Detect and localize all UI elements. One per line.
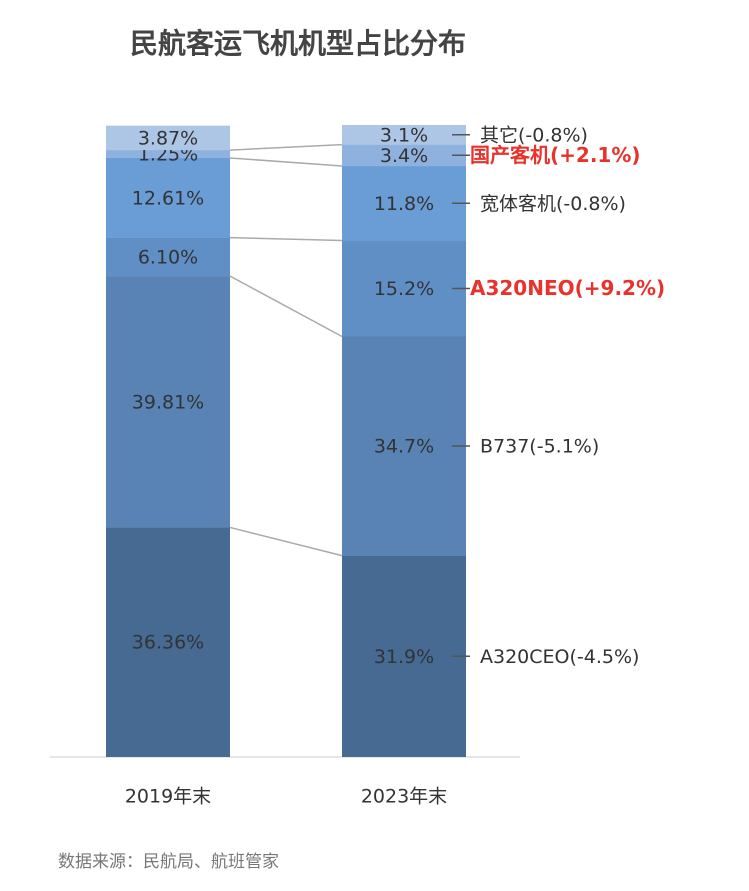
bar-segment — [342, 240, 466, 337]
legend-label: 其它(-0.8%) — [480, 124, 588, 146]
legend-label: 国产客机(+2.1%) — [470, 143, 641, 167]
bar-segment — [106, 125, 230, 151]
bar-segment — [342, 555, 466, 757]
legend-label: 宽体客机(-0.8%) — [480, 193, 626, 215]
chart-title: 民航客运飞机机型占比分布 — [130, 27, 466, 60]
bar-segment — [342, 166, 466, 241]
connector — [229, 236, 343, 242]
data-label: 6.10% — [138, 246, 198, 268]
data-label: 12.61% — [132, 187, 204, 209]
bar-segment — [342, 125, 466, 145]
connector — [229, 143, 343, 151]
data-label: 3.1% — [380, 124, 428, 146]
x-tick-label: 2019年末 — [125, 786, 211, 808]
connector — [229, 157, 343, 167]
data-label: 36.36% — [132, 632, 204, 654]
data-label: 11.8% — [374, 193, 434, 215]
bar-segment — [106, 157, 230, 238]
legend-label: B737(-5.1%) — [480, 436, 599, 458]
data-label: 3.4% — [380, 145, 428, 167]
bar-segment — [106, 527, 230, 757]
bar-segment — [106, 276, 230, 528]
bar-segment — [106, 150, 230, 158]
data-label: 3.87% — [138, 127, 198, 149]
legend-label: A320NEO(+9.2%) — [470, 276, 665, 300]
data-label: 34.7% — [374, 436, 434, 458]
bar-segment — [342, 336, 466, 556]
data-label: 31.9% — [374, 646, 434, 668]
x-tick-label: 2023年末 — [361, 786, 447, 808]
legend-label: A320CEO(-4.5%) — [480, 646, 639, 668]
bar-segment — [106, 237, 230, 277]
connector — [229, 275, 343, 338]
data-label: 39.81% — [132, 391, 204, 413]
data-label: 15.2% — [374, 278, 434, 300]
connector — [229, 526, 343, 557]
bar-segment — [342, 144, 466, 167]
source-note: 数据来源：民航局、航班管家 — [58, 852, 279, 872]
